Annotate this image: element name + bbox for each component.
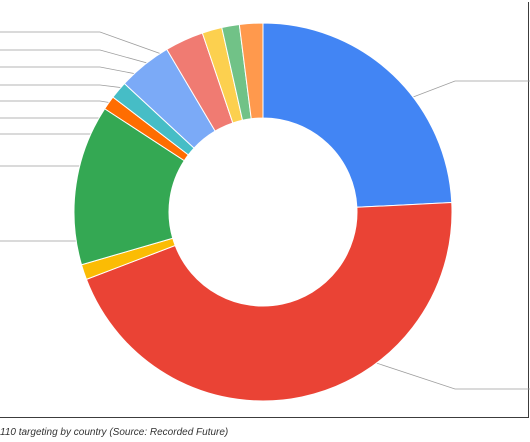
figure-caption: 110 targeting by country (Source: Record…: [0, 427, 229, 438]
donut-slice-1: [262, 22, 453, 208]
donut-slice-11: [238, 22, 264, 120]
donut-slices: [73, 22, 453, 402]
donut-slice-2: [85, 201, 453, 402]
donut-chart: [0, 22, 530, 402]
